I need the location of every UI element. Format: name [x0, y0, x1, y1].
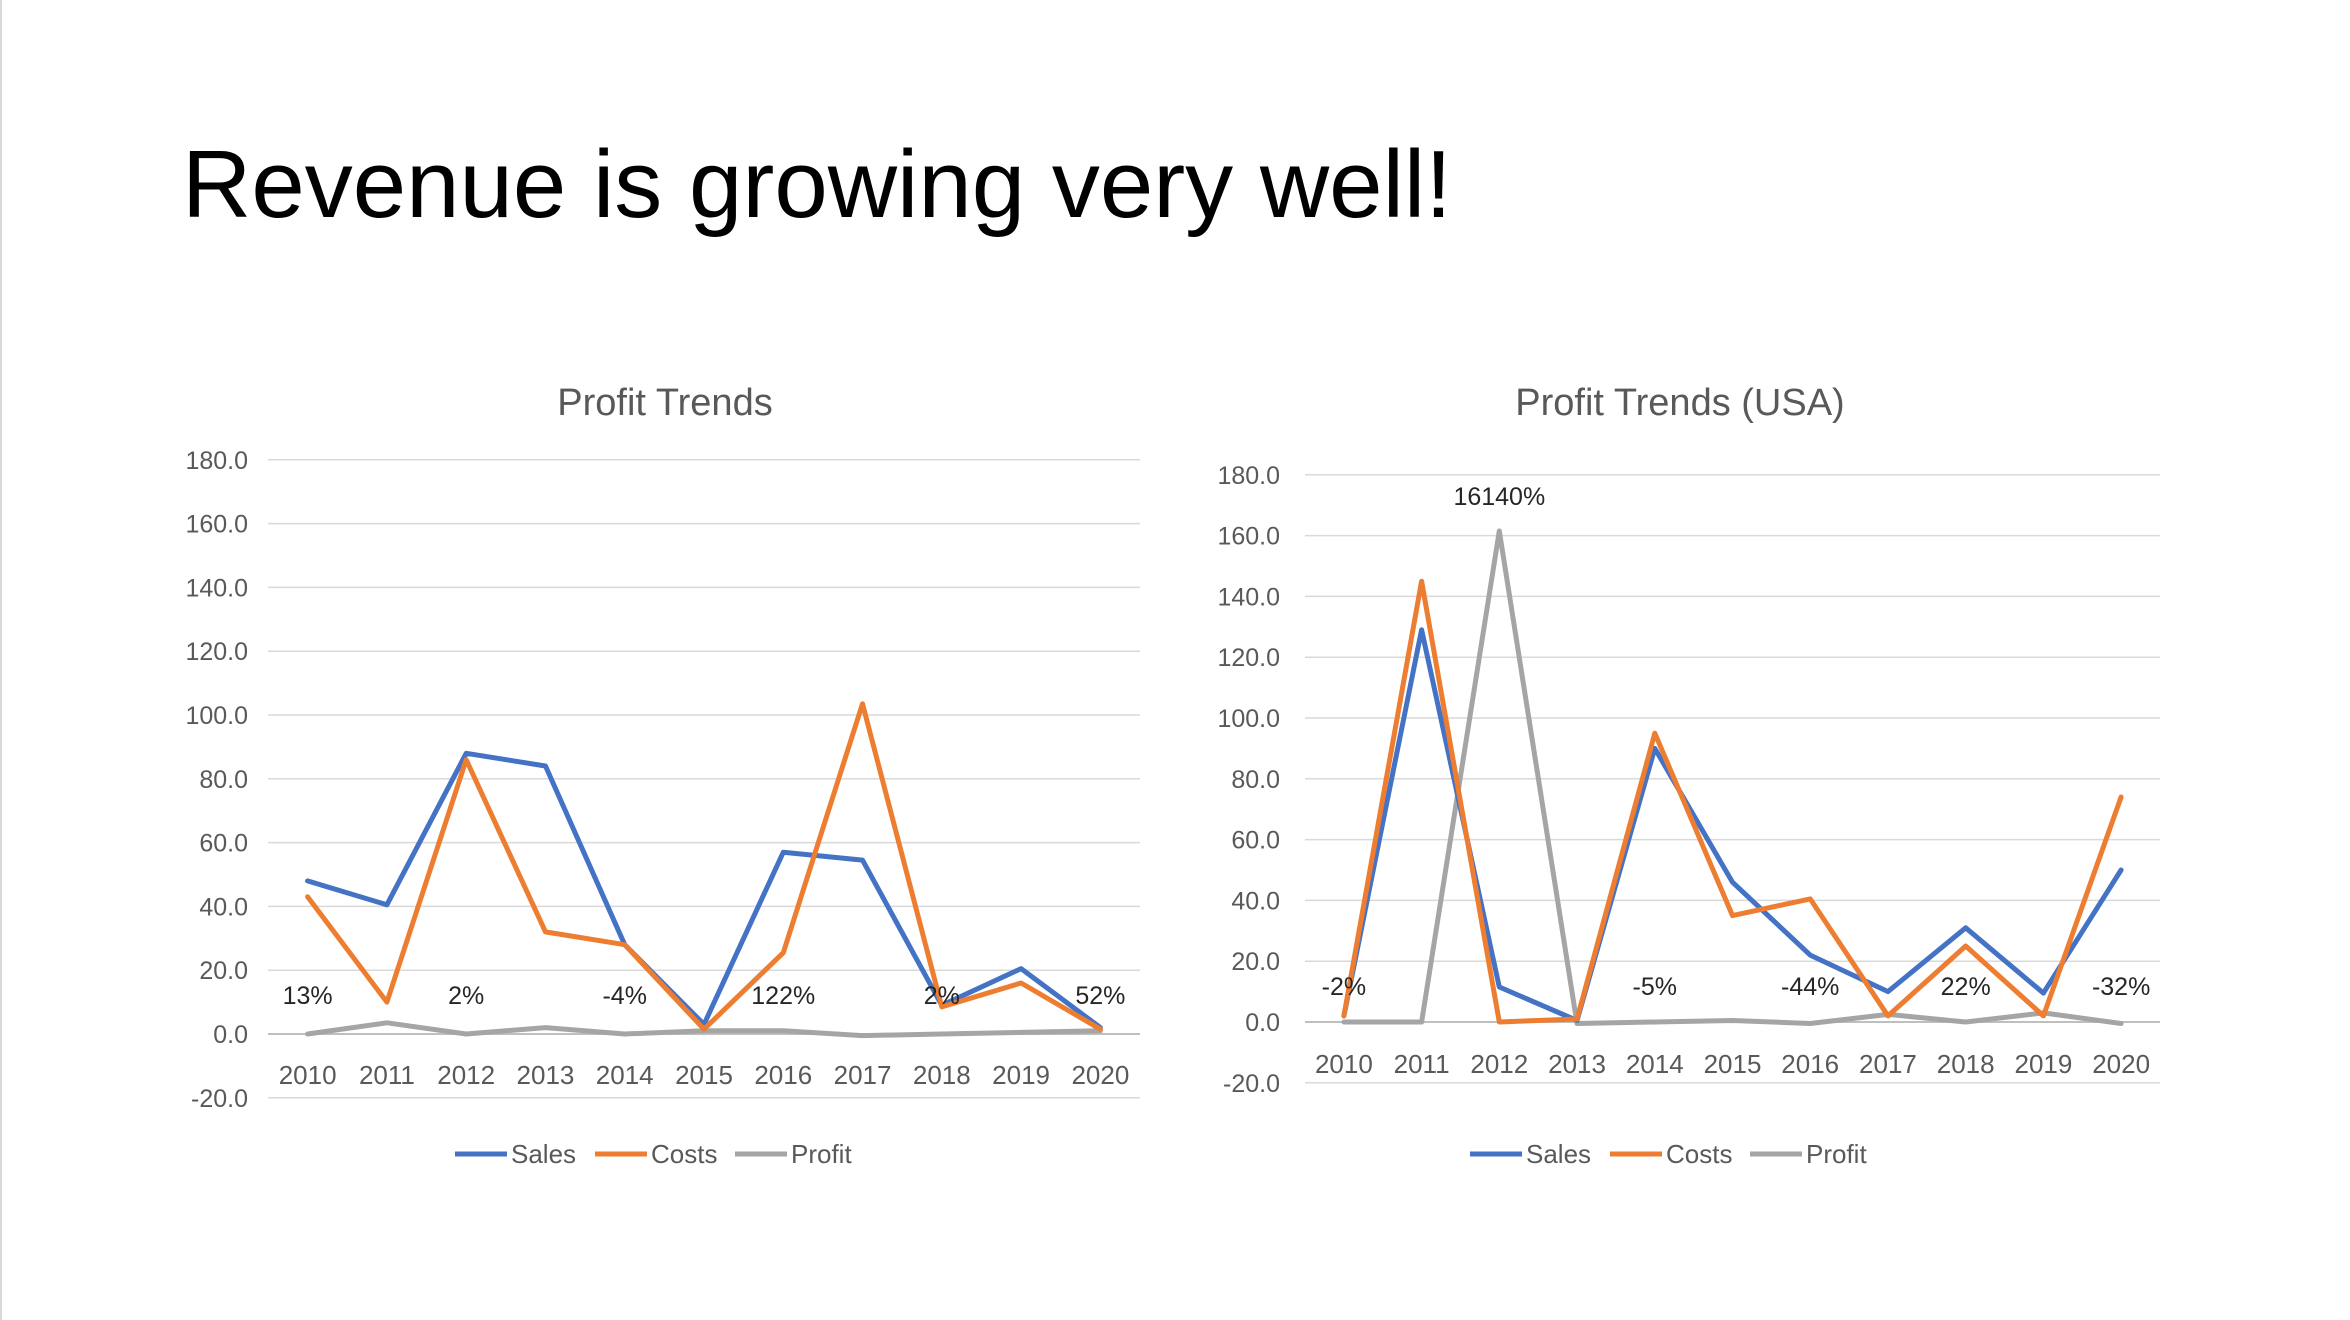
x-tick-label: 2012 [437, 1060, 495, 1090]
data-label: -4% [602, 982, 646, 1010]
x-tick-label: 2016 [1781, 1049, 1839, 1079]
x-tick-label: 2011 [359, 1060, 415, 1090]
y-tick-label: 20.0 [1231, 948, 1280, 976]
y-tick-label: 160.0 [185, 511, 248, 539]
y-tick-label: 40.0 [1231, 887, 1280, 915]
data-label: -5% [1633, 973, 1677, 1001]
data-label: 16140% [1453, 483, 1545, 511]
y-tick-label: 140.0 [185, 574, 248, 602]
y-tick-label: 100.0 [1217, 705, 1280, 733]
legend-label-costs: Costs [651, 1139, 717, 1169]
y-tick-label: 180.0 [185, 447, 248, 475]
data-label: 13% [283, 982, 333, 1010]
y-tick-label: 120.0 [1217, 644, 1280, 672]
data-label: 52% [1075, 982, 1125, 1010]
data-label: 122% [751, 982, 815, 1010]
x-tick-label: 2020 [2092, 1049, 2150, 1079]
data-label: -44% [1781, 973, 1839, 1001]
y-tick-label: 140.0 [1217, 583, 1280, 611]
legend-label-profit: Profit [1806, 1139, 1867, 1169]
x-tick-label: 2020 [1071, 1060, 1129, 1090]
x-tick-label: 2017 [834, 1060, 892, 1090]
x-tick-label: 2019 [2014, 1049, 2072, 1079]
slide-left-border [0, 0, 2, 1320]
chart-1: Profit Trends -20.0 0.0 20.0 40.0 60.0 80.0 100… [185, 382, 1140, 1169]
y-tick-label: 100.0 [185, 702, 248, 730]
x-tick-label: 2013 [1548, 1049, 1606, 1079]
legend-label-profit: Profit [791, 1139, 852, 1169]
y-tick-label: 160.0 [1217, 523, 1280, 551]
data-label: 2% [924, 982, 960, 1010]
y-tick-label: -20.0 [1223, 1070, 1280, 1098]
slide-title: Revenue is growing very well! [182, 131, 1452, 238]
y-tick-label: 0.0 [213, 1021, 248, 1049]
x-tick-label: 2011 [1394, 1049, 1450, 1079]
series-line-costs [1341, 578, 2124, 1025]
y-tick-label: 40.0 [199, 893, 248, 921]
x-tick-label: 2018 [1937, 1049, 1995, 1079]
x-tick-label: 2012 [1470, 1049, 1528, 1079]
x-tick-label: 2019 [992, 1060, 1050, 1090]
chart-title: Profit Trends [557, 382, 772, 424]
y-tick-label: 120.0 [185, 638, 248, 666]
x-tick-label: 2013 [517, 1060, 575, 1090]
x-tick-label: 2010 [1315, 1049, 1373, 1079]
y-tick-label: 80.0 [199, 766, 248, 794]
x-tick-label: 2017 [1859, 1049, 1917, 1079]
legend-label-sales: Sales [1526, 1139, 1591, 1169]
y-tick-label: -20.0 [191, 1085, 248, 1113]
data-label: -2% [1322, 973, 1366, 1001]
legend-label-costs: Costs [1666, 1139, 1732, 1169]
x-tick-label: 2014 [1626, 1049, 1684, 1079]
data-label: 22% [1941, 973, 1991, 1001]
chart-title: Profit Trends (USA) [1515, 382, 1844, 424]
data-label: 2% [448, 982, 484, 1010]
series-line-costs [305, 701, 1103, 1032]
y-tick-label: 60.0 [199, 830, 248, 858]
y-tick-label: 80.0 [1231, 766, 1280, 794]
y-tick-label: 60.0 [1231, 827, 1280, 855]
x-tick-label: 2018 [913, 1060, 971, 1090]
x-tick-label: 2015 [1704, 1049, 1762, 1079]
x-tick-label: 2014 [596, 1060, 654, 1090]
y-tick-label: 0.0 [1245, 1009, 1280, 1037]
y-tick-label: 180.0 [1217, 462, 1280, 490]
y-tick-label: 20.0 [199, 957, 248, 985]
x-tick-label: 2015 [675, 1060, 733, 1090]
x-tick-label: 2016 [754, 1060, 812, 1090]
x-tick-label: 2010 [279, 1060, 337, 1090]
chart-2: Profit Trends (USA) -20.0 0.0 20.0 40.0 60.0 8… [1217, 382, 2160, 1169]
series-line-profit [1341, 528, 2124, 1026]
series-line-sales [305, 750, 1103, 1031]
data-label: -32% [2092, 973, 2150, 1001]
legend-label-sales: Sales [511, 1139, 576, 1169]
